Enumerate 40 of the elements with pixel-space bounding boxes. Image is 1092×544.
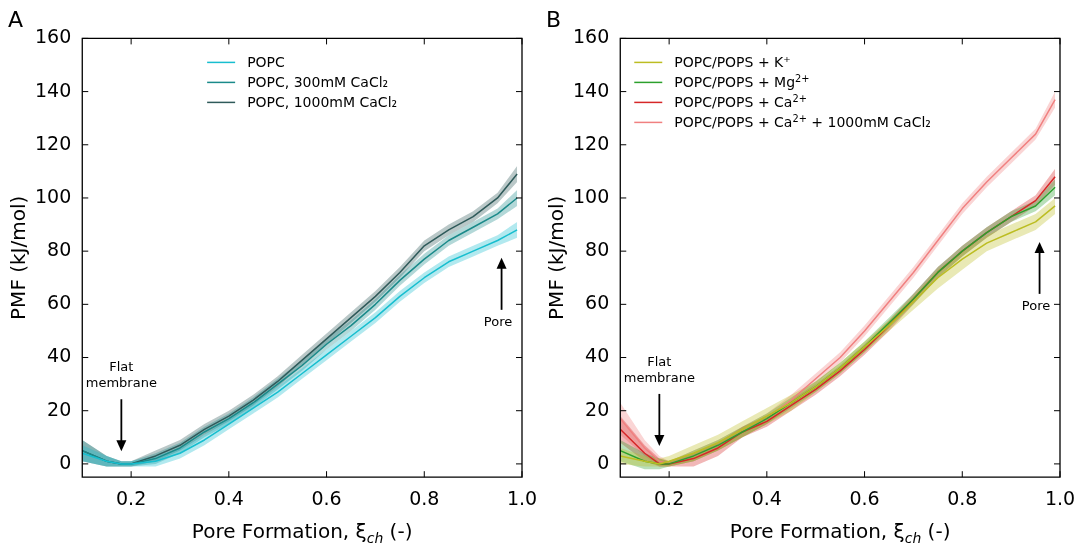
y-tick-label: 0 <box>59 450 72 473</box>
y-tick-label: 140 <box>35 78 72 101</box>
chart-title: A <box>8 6 24 32</box>
y-tick-label: 120 <box>573 131 610 154</box>
chart-title: B <box>546 6 562 32</box>
y-tick-label: 140 <box>573 78 610 101</box>
x-tick-label: 1.0 <box>1044 486 1076 509</box>
y-tick-label: 80 <box>47 238 72 261</box>
y-tick-label: 40 <box>47 344 72 367</box>
y-tick-label: 40 <box>585 344 610 367</box>
x-tick-label: 1.0 <box>506 486 538 509</box>
y-tick-label: 160 <box>35 25 72 48</box>
y-tick-label: 100 <box>35 184 72 207</box>
x-tick-label: 0.8 <box>409 486 440 509</box>
annotation: Pore <box>483 313 513 329</box>
legend-label: POPC/POPS + K⁺ <box>674 54 791 71</box>
legend-label: POPC, 1000mM CaCl₂ <box>247 94 398 111</box>
y-tick-label: 20 <box>47 397 72 420</box>
x-tick-label: 0.4 <box>213 486 244 509</box>
y-tick-label: 60 <box>47 291 72 314</box>
y-tick-label: 120 <box>35 131 72 154</box>
x-tick-label: 0.6 <box>849 486 880 509</box>
y-tick-label: 0 <box>597 450 610 473</box>
y-axis-title: PMF (kJ/mol) <box>6 195 31 320</box>
y-axis-title: PMF (kJ/mol) <box>544 195 569 320</box>
x-tick-label: 0.2 <box>654 486 685 509</box>
annotation: Flat membrane <box>85 359 157 391</box>
x-tick-label: 0.8 <box>947 486 978 509</box>
y-tick-label: 20 <box>585 397 610 420</box>
y-tick-label: 60 <box>585 291 610 314</box>
x-tick-label: 0.2 <box>116 486 147 509</box>
y-tick-label: 100 <box>573 184 610 207</box>
annotation: Pore <box>1021 297 1051 313</box>
x-tick-label: 0.6 <box>311 486 342 509</box>
x-tick-label: 0.4 <box>751 486 782 509</box>
y-tick-label: 80 <box>585 238 610 261</box>
y-tick-label: 160 <box>573 25 610 48</box>
annotation: Flat membrane <box>623 353 695 385</box>
legend-label: POPC, 300mM CaCl₂ <box>247 74 389 91</box>
legend-label: POPC <box>247 54 286 71</box>
